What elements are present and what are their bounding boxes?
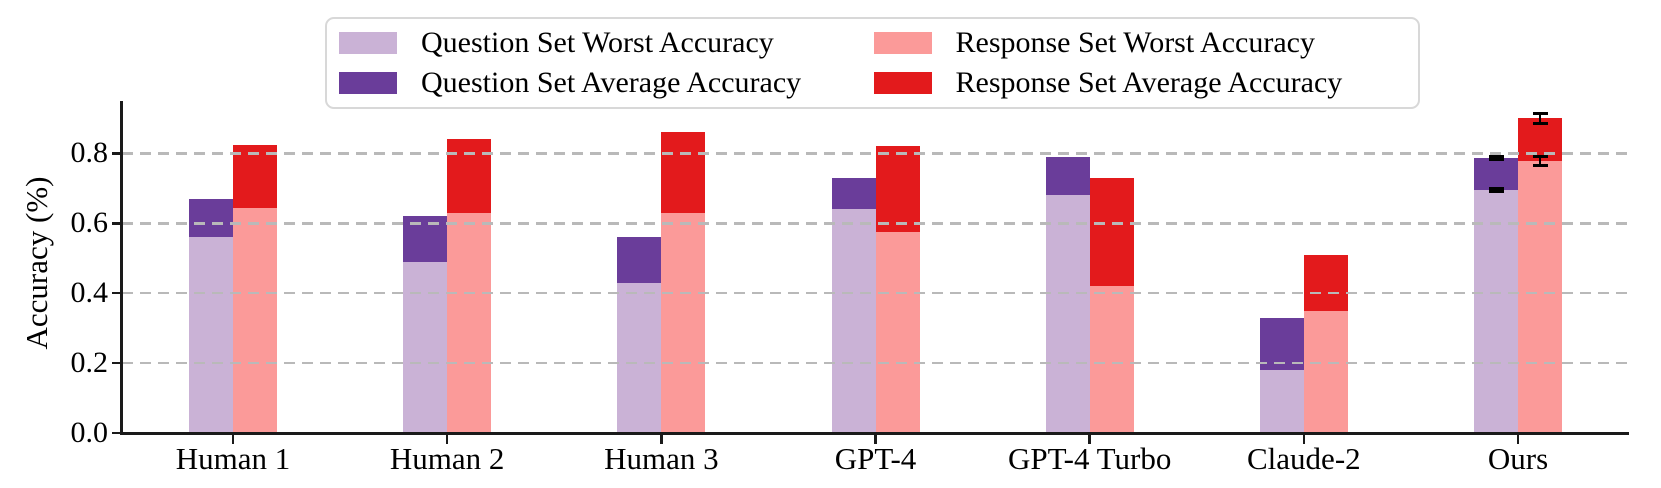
x-category-label: Claude-2 <box>1247 441 1361 476</box>
legend-label: Question Set Average Accuracy <box>421 66 802 99</box>
y-tick-0.2 <box>112 361 121 365</box>
x-category-label: Human 1 <box>175 441 291 476</box>
y-axis-title: Accuracy (%) <box>19 176 54 350</box>
legend-label: Response Set Worst Accuracy <box>955 26 1315 59</box>
error-bar-line <box>1494 156 1498 160</box>
error-bar-cap-bottom <box>1532 121 1548 125</box>
y-tick-label: 0.2 <box>70 346 109 380</box>
bar-question-average-0 <box>189 198 233 238</box>
x-tick-1 <box>445 435 449 444</box>
x-tick-5 <box>1302 435 1306 444</box>
legend-item-response-worst: Response Set Worst Accuracy <box>873 26 1315 60</box>
bar-response-worst-5 <box>1303 310 1348 433</box>
x-category-label: GPT-4 Turbo <box>1007 441 1172 476</box>
gridline-y-0.8 <box>122 152 1629 155</box>
legend-swatch-question-worst <box>339 32 397 54</box>
error-bar-line <box>1538 156 1542 166</box>
bar-question-worst-4 <box>1045 195 1090 433</box>
bar-question-average-3 <box>831 177 876 210</box>
y-tick-0.8 <box>112 152 121 155</box>
bar-response-average-1 <box>447 139 492 213</box>
y-tick-label: 0.0 <box>70 416 109 449</box>
bar-question-worst-0 <box>189 237 233 433</box>
bar-response-worst-3 <box>875 232 920 433</box>
legend-label: Question Set Worst Accuracy <box>421 26 774 59</box>
bar-question-worst-5 <box>1259 370 1304 433</box>
bar-response-worst-4 <box>1089 286 1134 433</box>
error-bar-cap-top <box>1532 155 1548 159</box>
error-bar-line <box>1494 188 1498 192</box>
legend-swatch-response-worst <box>873 32 932 54</box>
y-tick-label: 0.4 <box>70 276 109 310</box>
y-tick-label: 0.6 <box>70 206 109 240</box>
y-tick-label: 0.8 <box>70 136 109 170</box>
bar-question-average-2 <box>617 237 662 283</box>
bar-question-worst-3 <box>831 209 876 433</box>
x-tick-2 <box>660 435 663 444</box>
bar-response-average-2 <box>661 132 706 213</box>
legend-item-question-worst: Question Set Worst Accuracy <box>339 26 774 60</box>
y-axis-spine <box>120 101 123 435</box>
x-category-label: Human 3 <box>604 441 719 476</box>
gridline-y-0.4 <box>122 291 1629 295</box>
legend-label: Response Set Average Accuracy <box>955 66 1343 99</box>
error-bar-line <box>1538 113 1542 123</box>
bar-question-worst-1 <box>403 261 448 433</box>
gridline-y-0.6 <box>122 222 1629 225</box>
error-bar-cap-top <box>1488 154 1504 158</box>
x-axis-spine <box>120 432 1629 435</box>
x-tick-6 <box>1516 435 1520 444</box>
bar-response-worst-6 <box>1518 161 1562 433</box>
legend: Question Set Worst Accuracy Question Set … <box>325 17 1420 109</box>
y-tick-0.6 <box>112 222 121 225</box>
x-category-label: GPT-4 <box>834 441 917 476</box>
error-bar-cap-bottom <box>1488 190 1504 194</box>
bar-question-worst-2 <box>617 282 662 433</box>
bar-response-worst-2 <box>661 212 706 433</box>
x-tick-3 <box>874 435 877 444</box>
bar-response-average-5 <box>1303 254 1348 311</box>
y-tick-0.4 <box>112 291 121 295</box>
x-category-label: Ours <box>1487 441 1549 476</box>
x-category-label: Human 2 <box>389 441 505 476</box>
x-tick-4 <box>1088 435 1091 444</box>
gridline-y-0.2 <box>122 361 1629 365</box>
error-bar-cap-top <box>1488 186 1504 190</box>
bar-question-average-4 <box>1045 156 1090 196</box>
bar-question-average-5 <box>1259 317 1304 371</box>
bar-question-worst-6 <box>1474 190 1518 433</box>
bar-response-average-3 <box>875 146 920 233</box>
legend-item-response-average: Response Set Average Accuracy <box>873 66 1343 100</box>
error-bar-cap-bottom <box>1488 158 1504 162</box>
bar-question-average-6 <box>1474 157 1518 191</box>
bar-response-average-0 <box>233 144 277 208</box>
legend-swatch-question-average <box>339 72 397 94</box>
legend-item-question-average: Question Set Average Accuracy <box>339 66 801 100</box>
x-tick-0 <box>231 435 235 444</box>
error-bar-cap-bottom <box>1532 163 1548 167</box>
error-bar-cap-top <box>1532 112 1548 116</box>
legend-swatch-response-average <box>873 72 932 94</box>
bar-response-average-4 <box>1089 177 1134 287</box>
y-tick-0.0 <box>112 431 121 435</box>
bar-response-worst-1 <box>447 212 492 433</box>
bar-response-worst-0 <box>233 207 277 433</box>
